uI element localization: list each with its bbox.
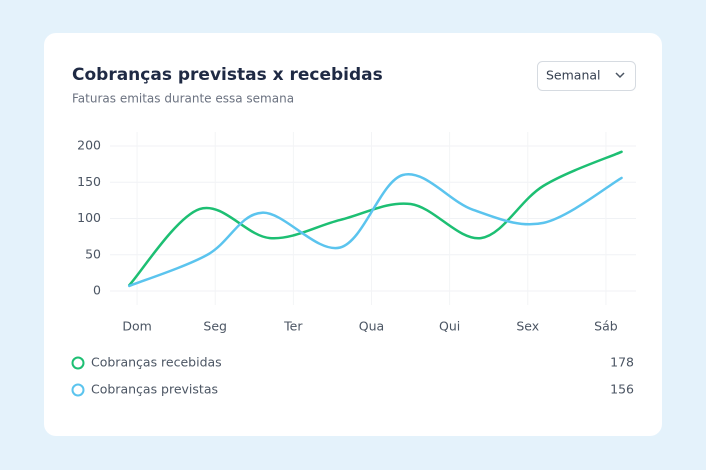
legend-label: Cobranças previstas	[91, 382, 218, 397]
legend-total: 178	[610, 355, 634, 370]
legend-marker	[71, 383, 85, 397]
legend-total: 156	[610, 382, 634, 397]
dropdown-box[interactable]	[537, 61, 636, 91]
y-tick-label: 150	[77, 174, 101, 189]
dropdown[interactable]: Semanal	[537, 61, 636, 91]
chart-title: Cobranças previstas x recebidas	[72, 65, 383, 85]
line	[128, 172, 623, 288]
dropdown-chevron[interactable]	[615, 72, 625, 79]
x-tick-label: Dom	[122, 319, 151, 334]
y-tick-label: 100	[77, 210, 101, 225]
x-tick-label: Ter	[283, 319, 303, 334]
card	[44, 33, 662, 436]
dropdown-label[interactable]: Semanal	[546, 68, 601, 83]
chart-subtitle: Faturas emitas durante essa semana	[72, 92, 294, 106]
y-tick-label: 50	[85, 246, 101, 261]
legend-label: Cobranças recebidas	[91, 355, 222, 370]
x-tick-label: Sex	[516, 319, 539, 334]
x-tick-label: Qui	[439, 319, 460, 334]
x-tick-label: Seg	[203, 319, 227, 334]
legend-marker	[71, 356, 85, 370]
y-tick-label: 200	[77, 138, 101, 153]
x-tick-label: Qua	[359, 319, 384, 334]
x-tick-label: Sáb	[594, 319, 618, 334]
y-tick-label: 0	[93, 283, 101, 298]
line	[128, 150, 623, 287]
